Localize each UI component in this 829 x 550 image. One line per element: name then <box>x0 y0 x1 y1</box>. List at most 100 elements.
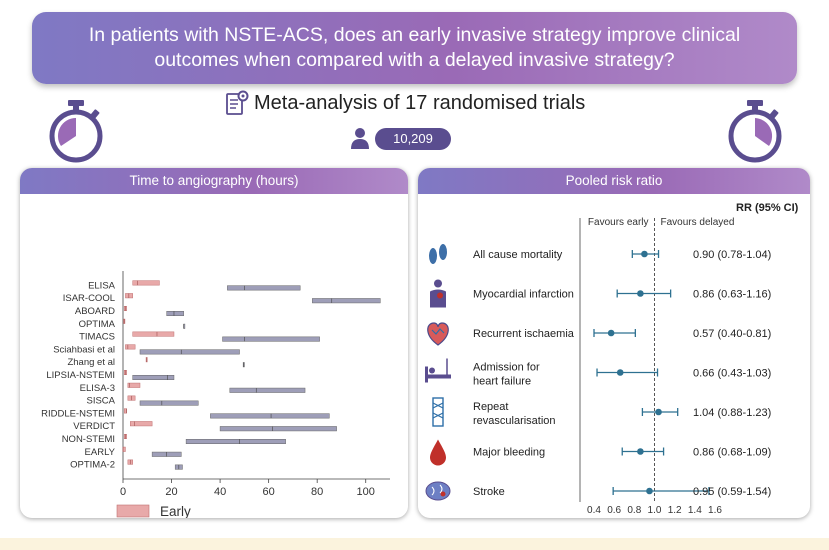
delayed-bar <box>222 336 320 342</box>
rr-column-header: RR (95% CI) <box>736 202 799 214</box>
hospital-bed-icon <box>425 358 451 383</box>
outcome-label: revascularisation <box>473 415 556 427</box>
trial-label: TIMACS <box>79 332 115 343</box>
question-banner: In patients with NSTE-ACS, does an early… <box>32 12 797 84</box>
vessel <box>431 328 445 335</box>
x-tick-label: 1.2 <box>668 505 682 516</box>
pain-point <box>437 292 443 299</box>
delayed-bar <box>132 375 175 380</box>
risk-ratio-forest-plot: RR (95% CI) Favours early Favours delayed 0… <box>425 202 799 516</box>
trial-label: OPTIMA-2 <box>70 460 115 471</box>
bed <box>425 374 451 379</box>
x-tick-label: 80 <box>311 486 323 498</box>
outcome-label: All cause mortality <box>473 249 563 261</box>
bed-head <box>425 366 428 383</box>
delayed-bar <box>312 298 381 304</box>
early-bar <box>127 382 141 388</box>
x-tick-label: 0.6 <box>607 505 621 516</box>
favours-delayed-label: Favours delayed <box>661 217 735 228</box>
patient <box>429 367 435 374</box>
stopwatch-icon <box>728 100 782 163</box>
trial-label: OPTIMA <box>79 319 116 330</box>
trial-label: ELISA-3 <box>80 383 115 394</box>
trial-label: ABOARD <box>75 306 115 317</box>
stroke-point <box>440 491 446 497</box>
torso <box>430 289 446 308</box>
x-tick-label: 1.0 <box>648 505 662 516</box>
rr-point <box>637 290 644 297</box>
panel-title: Time to angiography (hours) <box>20 168 408 194</box>
delayed-bar <box>139 400 199 406</box>
x-tick-label: 0.8 <box>627 505 641 516</box>
x-tick-label: 100 <box>357 486 375 498</box>
outcome-label: Admission for <box>473 362 540 374</box>
early-bar <box>132 280 160 286</box>
delayed-bar <box>227 285 301 291</box>
early-bar <box>130 421 153 427</box>
delayed-bar <box>185 439 286 444</box>
early-bar <box>122 446 126 452</box>
outcome-label: Recurrent ischaemia <box>473 328 575 340</box>
panel-title: Pooled risk ratio <box>418 168 810 194</box>
footprints-icon <box>429 244 447 264</box>
head <box>434 279 442 288</box>
rr-point <box>655 408 662 416</box>
delayed-bar <box>166 311 184 316</box>
rr-value-label: 0.95 (0.59-1.54) <box>693 486 771 498</box>
trial-label: VERDICT <box>73 421 115 432</box>
rr-point <box>607 329 615 337</box>
x-tick-label: 60 <box>263 486 275 498</box>
brain <box>425 481 451 501</box>
x-tick-label: 1.4 <box>688 505 702 516</box>
delayed-bar <box>219 426 337 432</box>
outcome-label: Major bleeding <box>473 447 545 459</box>
favours-early-label: Favours early <box>588 217 649 228</box>
brain-folds <box>431 484 443 496</box>
rr-value-label: 0.86 (0.63-1.16) <box>693 289 771 301</box>
outcome-label: Stroke <box>473 486 505 498</box>
legend-early-swatch <box>116 504 150 518</box>
early-bar <box>125 344 136 350</box>
blood-drop-icon <box>430 439 446 466</box>
time-to-angiography-panel: Time to angiography (hours) 0 20 40 60 80 100… <box>20 168 408 518</box>
person-icon <box>351 128 369 149</box>
early-bar <box>132 331 175 337</box>
footer-strip <box>0 538 829 550</box>
trial-label: RIDDLE-NSTEMI <box>41 408 115 419</box>
pooled-risk-ratio-panel: Pooled risk ratio RR (95% CI) Favours ear… <box>418 168 810 518</box>
stent-mesh <box>432 402 444 419</box>
rr-value-label: 0.57 (0.40-0.81) <box>693 328 771 340</box>
trial-label: EARLY <box>85 447 116 458</box>
trial-label: SISCA <box>86 396 115 407</box>
legend-early-label: Early <box>160 504 191 518</box>
trial-label: ISAR-COOL <box>63 293 115 304</box>
outcome-label: Myocardial infarction <box>473 289 574 301</box>
outcome-label: Repeat <box>473 401 508 413</box>
rr-value-label: 0.90 (0.78-1.04) <box>693 249 771 261</box>
outcome-label: heart failure <box>473 376 531 388</box>
trial-label: NON-STEMI <box>62 434 115 445</box>
rr-point <box>641 250 648 258</box>
trial-label: ELISA <box>88 280 116 291</box>
heart-icon <box>427 322 449 346</box>
document-gear-icon <box>226 90 249 115</box>
meta-title: Meta-analysis of 17 randomised trials <box>254 92 586 114</box>
brain-icon <box>425 481 451 501</box>
delayed-bar <box>139 349 240 355</box>
stopwatch-icon <box>49 100 103 163</box>
x-tick-label: 1.6 <box>708 505 722 516</box>
rr-point <box>646 487 653 495</box>
trial-label: LIPSIA-NSTEMI <box>46 370 115 381</box>
patient-count-badge: 10,209 <box>375 128 451 150</box>
rr-point <box>637 448 644 455</box>
question-text: In patients with NSTE-ACS, does an early… <box>88 24 741 71</box>
stent-frame <box>432 397 444 427</box>
delayed-bar <box>229 387 306 393</box>
footprint-right <box>439 244 447 260</box>
rr-point <box>616 369 624 376</box>
heart <box>427 322 449 346</box>
delayed-bar <box>210 413 330 419</box>
drop <box>430 439 446 466</box>
trial-label: Sciahbasi et al <box>53 344 115 355</box>
x-tick-label: 40 <box>214 486 226 498</box>
